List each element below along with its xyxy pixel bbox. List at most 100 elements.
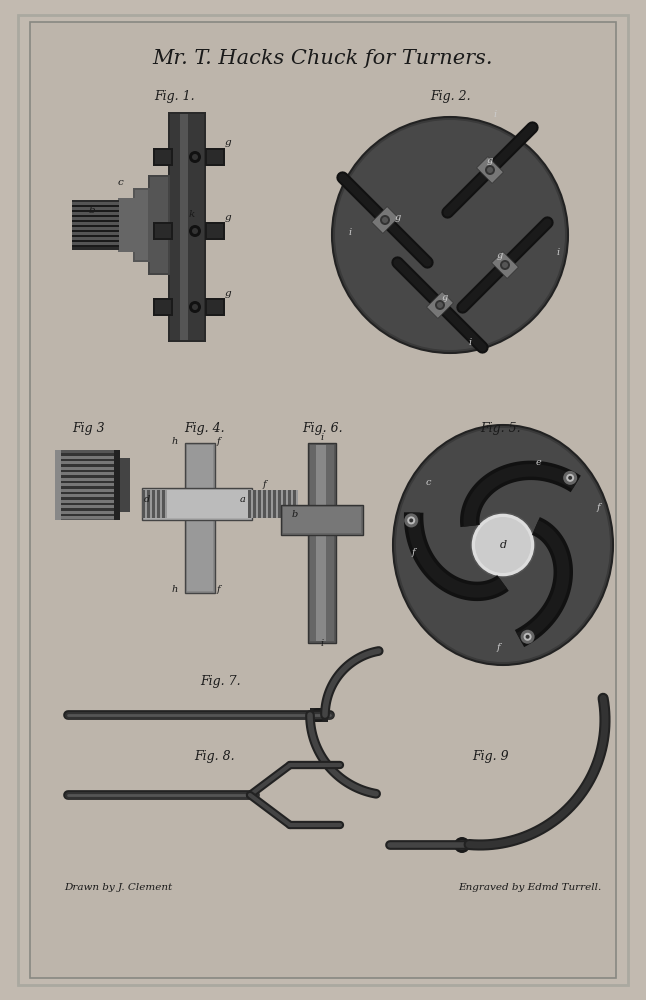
Bar: [251, 490, 253, 518]
Bar: [310, 445, 334, 641]
Circle shape: [332, 117, 568, 353]
Text: f: f: [412, 548, 415, 557]
Bar: [72, 222, 119, 225]
Bar: [57, 505, 118, 508]
Circle shape: [502, 262, 508, 268]
Text: b: b: [292, 510, 298, 519]
Bar: [153, 298, 173, 316]
Bar: [310, 708, 328, 722]
Bar: [57, 502, 118, 505]
Bar: [57, 461, 118, 464]
Bar: [180, 114, 188, 340]
Bar: [205, 298, 225, 316]
Bar: [205, 222, 225, 240]
Text: i: i: [320, 639, 324, 648]
Text: Fig. 8.: Fig. 8.: [194, 750, 235, 763]
Circle shape: [457, 840, 467, 850]
Bar: [273, 490, 275, 518]
Circle shape: [189, 225, 201, 237]
Text: Mr. T. Hacks Chuck for Turners.: Mr. T. Hacks Chuck for Turners.: [152, 48, 494, 68]
Text: h: h: [172, 585, 178, 594]
Bar: [57, 486, 118, 488]
Bar: [57, 497, 118, 499]
Bar: [147, 490, 149, 518]
Bar: [207, 300, 223, 314]
Circle shape: [335, 120, 565, 350]
Text: f: f: [496, 643, 500, 652]
Bar: [185, 443, 215, 593]
Bar: [72, 217, 119, 220]
Bar: [288, 490, 291, 518]
Polygon shape: [492, 252, 519, 278]
Bar: [114, 450, 120, 520]
Bar: [120, 458, 130, 512]
Bar: [142, 490, 145, 518]
Circle shape: [437, 302, 443, 308]
Bar: [205, 148, 225, 166]
Bar: [118, 198, 135, 252]
Circle shape: [192, 304, 198, 310]
Bar: [293, 490, 295, 518]
Bar: [72, 227, 119, 230]
Bar: [144, 490, 250, 518]
Text: Fig. 6.: Fig. 6.: [302, 422, 342, 435]
Circle shape: [192, 228, 198, 234]
Circle shape: [407, 516, 415, 524]
Bar: [316, 445, 326, 641]
Bar: [268, 490, 271, 518]
Bar: [207, 224, 223, 238]
Bar: [135, 190, 148, 260]
Bar: [160, 490, 162, 518]
Bar: [283, 490, 286, 518]
Bar: [57, 499, 118, 502]
Bar: [281, 505, 363, 535]
Bar: [57, 453, 118, 456]
Circle shape: [192, 154, 198, 160]
Bar: [57, 475, 118, 478]
Circle shape: [314, 711, 322, 719]
Bar: [133, 188, 150, 262]
Bar: [266, 490, 268, 518]
Bar: [286, 490, 288, 518]
Text: d: d: [144, 495, 150, 504]
Text: h: h: [172, 437, 178, 446]
Text: b: b: [89, 206, 96, 215]
Bar: [72, 237, 119, 239]
Circle shape: [521, 630, 535, 644]
Text: g: g: [225, 213, 231, 222]
Bar: [153, 148, 173, 166]
Circle shape: [485, 165, 495, 175]
Circle shape: [471, 513, 535, 577]
Circle shape: [380, 215, 390, 225]
Bar: [165, 490, 167, 518]
Text: c: c: [425, 478, 431, 487]
Bar: [308, 443, 336, 643]
Bar: [72, 202, 119, 205]
Bar: [57, 481, 118, 483]
Bar: [72, 242, 119, 244]
Circle shape: [566, 474, 574, 482]
Circle shape: [487, 167, 493, 173]
Bar: [260, 490, 263, 518]
Text: g: g: [225, 138, 231, 147]
Bar: [157, 490, 160, 518]
Text: i: i: [494, 110, 497, 119]
Bar: [57, 508, 118, 510]
Bar: [57, 456, 118, 458]
Text: i: i: [348, 228, 351, 237]
Bar: [72, 207, 119, 210]
Bar: [72, 212, 119, 215]
Text: g: g: [225, 289, 231, 298]
Text: Fig. 5.: Fig. 5.: [480, 422, 520, 435]
Bar: [55, 450, 61, 520]
Circle shape: [563, 471, 577, 485]
Text: Fig. 9: Fig. 9: [472, 750, 508, 763]
Text: Drawn by J. Clement: Drawn by J. Clement: [64, 883, 172, 892]
Text: Fig 3: Fig 3: [72, 422, 104, 435]
Circle shape: [382, 217, 388, 223]
Bar: [72, 234, 119, 237]
Text: Fig. 4.: Fig. 4.: [185, 422, 225, 435]
Bar: [145, 490, 147, 518]
Bar: [271, 490, 273, 518]
Bar: [72, 210, 119, 212]
